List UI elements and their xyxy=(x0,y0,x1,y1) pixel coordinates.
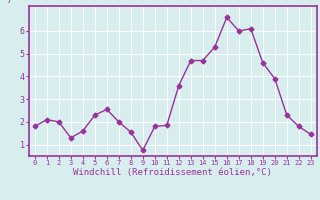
X-axis label: Windchill (Refroidissement éolien,°C): Windchill (Refroidissement éolien,°C) xyxy=(73,168,272,177)
Text: 7: 7 xyxy=(6,0,11,5)
